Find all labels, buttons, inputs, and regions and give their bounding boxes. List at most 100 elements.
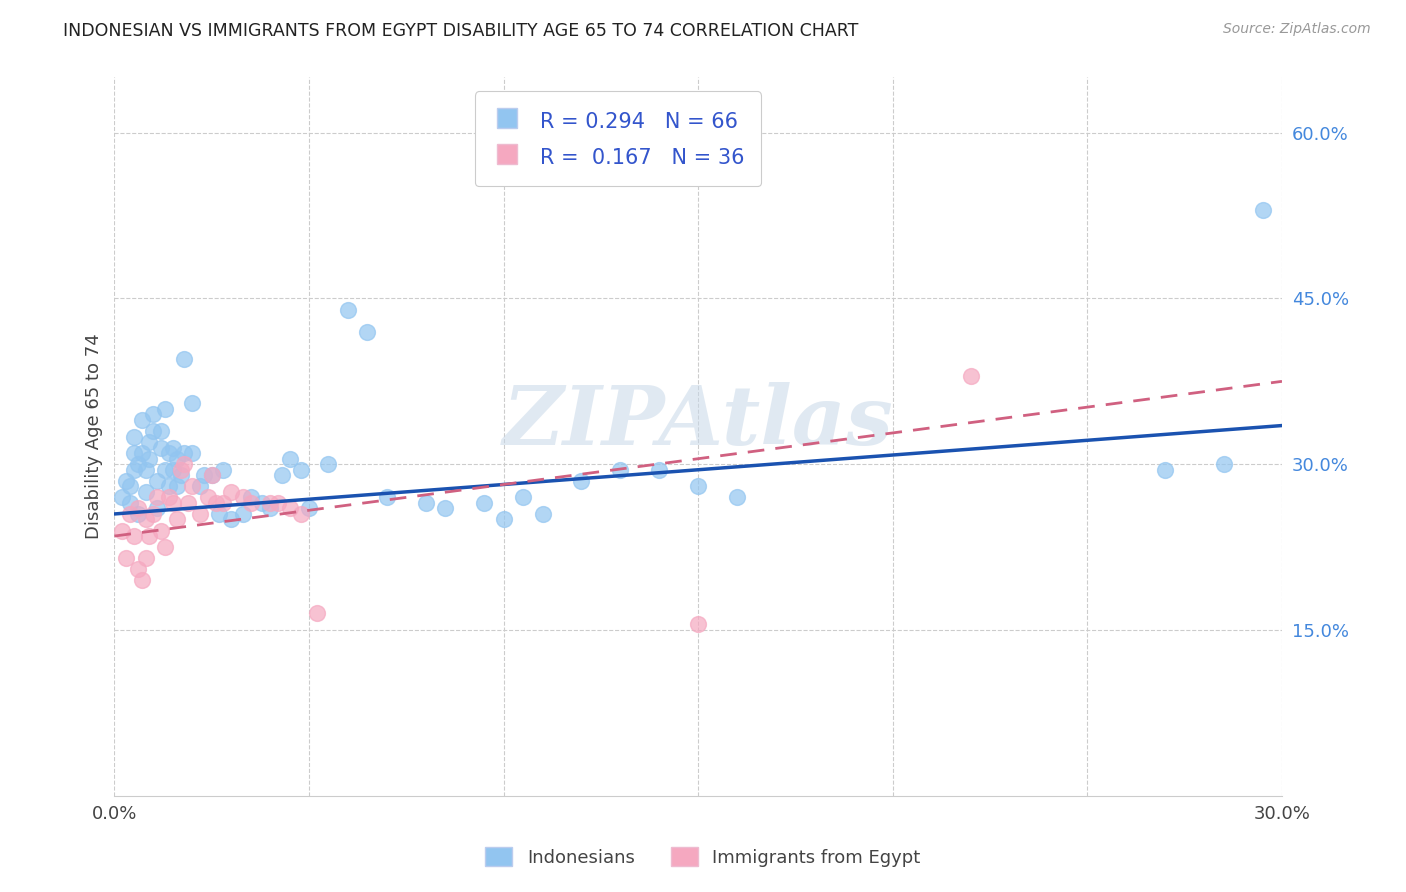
Point — [157, 491, 180, 505]
Point — [188, 479, 211, 493]
Point — [138, 529, 160, 543]
Point — [150, 424, 173, 438]
Point — [197, 491, 219, 505]
Point — [609, 463, 631, 477]
Point — [162, 441, 184, 455]
Point — [204, 496, 226, 510]
Point — [166, 512, 188, 526]
Point — [415, 496, 437, 510]
Point — [127, 562, 149, 576]
Point — [239, 491, 262, 505]
Point — [571, 474, 593, 488]
Point — [118, 496, 141, 510]
Point — [111, 524, 134, 538]
Point — [122, 529, 145, 543]
Point — [153, 540, 176, 554]
Point — [305, 607, 328, 621]
Point — [318, 457, 340, 471]
Point — [725, 491, 748, 505]
Point — [173, 352, 195, 367]
Point — [252, 496, 274, 510]
Point — [142, 507, 165, 521]
Point — [688, 479, 710, 493]
Point — [122, 429, 145, 443]
Point — [127, 501, 149, 516]
Point — [146, 491, 169, 505]
Point — [142, 424, 165, 438]
Point — [153, 401, 176, 416]
Legend: Indonesians, Immigrants from Egypt: Indonesians, Immigrants from Egypt — [478, 840, 928, 874]
Point — [162, 463, 184, 477]
Point — [131, 574, 153, 588]
Point — [959, 368, 981, 383]
Point — [219, 484, 242, 499]
Point — [169, 463, 191, 477]
Point — [201, 468, 224, 483]
Point — [115, 551, 138, 566]
Point — [157, 479, 180, 493]
Point — [298, 501, 321, 516]
Point — [375, 491, 398, 505]
Point — [434, 501, 457, 516]
Point — [153, 463, 176, 477]
Point — [150, 441, 173, 455]
Point — [118, 479, 141, 493]
Point — [212, 463, 235, 477]
Point — [492, 512, 515, 526]
Point — [232, 507, 254, 521]
Point — [1154, 463, 1177, 477]
Point — [166, 451, 188, 466]
Point — [1212, 457, 1234, 471]
Point — [131, 413, 153, 427]
Point — [336, 302, 359, 317]
Point — [688, 617, 710, 632]
Point — [232, 491, 254, 505]
Point — [208, 507, 231, 521]
Point — [135, 484, 157, 499]
Point — [239, 496, 262, 510]
Text: INDONESIAN VS IMMIGRANTS FROM EGYPT DISABILITY AGE 65 TO 74 CORRELATION CHART: INDONESIAN VS IMMIGRANTS FROM EGYPT DISA… — [63, 22, 859, 40]
Point — [472, 496, 495, 510]
Text: Source: ZipAtlas.com: Source: ZipAtlas.com — [1223, 22, 1371, 37]
Y-axis label: Disability Age 65 to 74: Disability Age 65 to 74 — [86, 334, 103, 540]
Point — [188, 507, 211, 521]
Point — [648, 463, 671, 477]
Text: ZIPAtlas: ZIPAtlas — [503, 383, 894, 462]
Point — [157, 446, 180, 460]
Point — [135, 512, 157, 526]
Point — [169, 468, 191, 483]
Point — [173, 457, 195, 471]
Point — [212, 496, 235, 510]
Point — [278, 451, 301, 466]
Point — [135, 463, 157, 477]
Point — [177, 496, 200, 510]
Point — [115, 474, 138, 488]
Point — [181, 446, 204, 460]
Point — [135, 551, 157, 566]
Point — [127, 507, 149, 521]
Point — [201, 468, 224, 483]
Point — [127, 457, 149, 471]
Point — [122, 446, 145, 460]
Point — [166, 479, 188, 493]
Point — [1251, 202, 1274, 217]
Point — [259, 501, 281, 516]
Point — [181, 479, 204, 493]
Point — [278, 501, 301, 516]
Point — [138, 451, 160, 466]
Legend: R = 0.294   N = 66, R =  0.167   N = 36: R = 0.294 N = 66, R = 0.167 N = 36 — [475, 92, 761, 186]
Point — [138, 435, 160, 450]
Point — [531, 507, 554, 521]
Point — [193, 468, 215, 483]
Point — [512, 491, 534, 505]
Point — [150, 524, 173, 538]
Point — [290, 463, 312, 477]
Point — [173, 446, 195, 460]
Point — [146, 474, 169, 488]
Point — [290, 507, 312, 521]
Point — [181, 396, 204, 410]
Point — [131, 446, 153, 460]
Point — [122, 463, 145, 477]
Point — [267, 496, 290, 510]
Point — [118, 507, 141, 521]
